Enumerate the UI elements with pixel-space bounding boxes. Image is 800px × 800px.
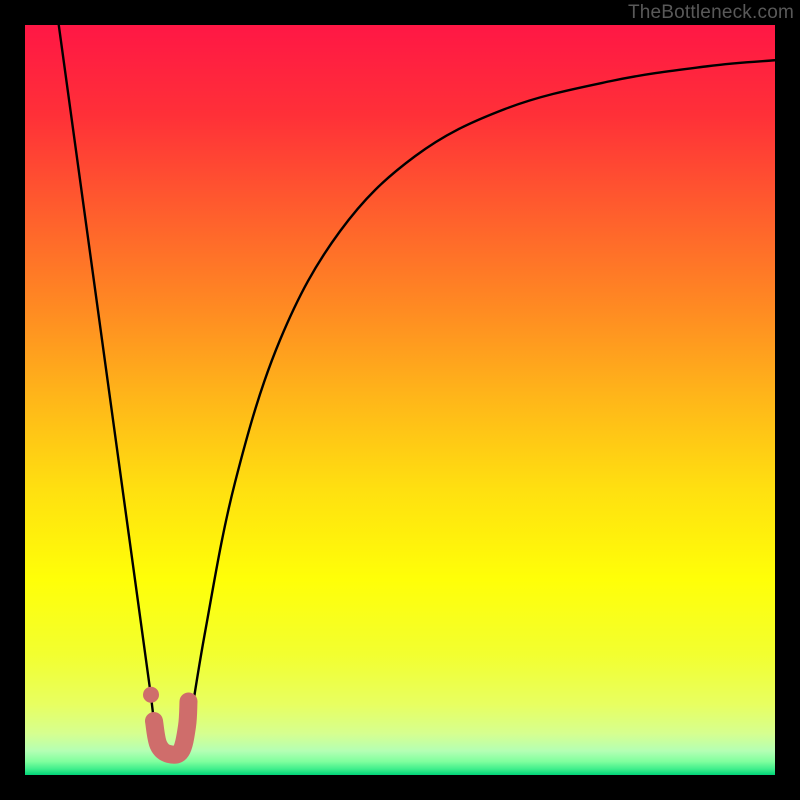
chart-container: TheBottleneck.com — [0, 0, 800, 800]
trough-marker-dot — [143, 687, 159, 703]
chart-svg — [25, 25, 775, 775]
watermark-text: TheBottleneck.com — [628, 2, 794, 24]
plot-area — [25, 25, 775, 775]
gradient-background — [25, 25, 775, 775]
